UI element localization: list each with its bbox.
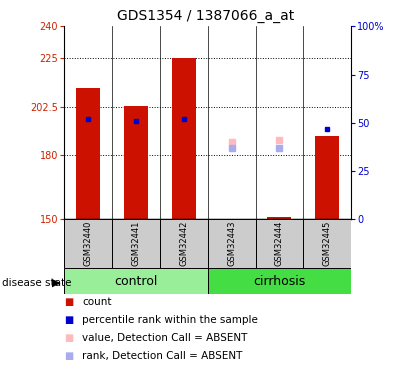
Text: ■: ■ — [64, 351, 73, 361]
Bar — [256, 219, 303, 268]
Bar — [124, 106, 148, 219]
Text: GSM32442: GSM32442 — [179, 221, 188, 266]
Bar — [64, 219, 112, 268]
Bar — [208, 268, 351, 294]
Text: disease state: disease state — [2, 278, 72, 288]
Bar — [159, 219, 208, 268]
Text: ▶: ▶ — [52, 278, 61, 288]
Bar — [64, 268, 208, 294]
Text: control: control — [114, 275, 157, 288]
Text: ■: ■ — [64, 333, 73, 343]
Text: ■: ■ — [64, 297, 73, 307]
Text: GDS1354 / 1387066_a_at: GDS1354 / 1387066_a_at — [117, 9, 294, 23]
Text: GSM32444: GSM32444 — [275, 221, 284, 266]
Text: GSM32445: GSM32445 — [323, 221, 332, 266]
Text: count: count — [82, 297, 112, 307]
Text: GSM32443: GSM32443 — [227, 221, 236, 267]
Text: rank, Detection Call = ABSENT: rank, Detection Call = ABSENT — [82, 351, 242, 361]
Text: value, Detection Call = ABSENT: value, Detection Call = ABSENT — [82, 333, 247, 343]
Text: ■: ■ — [64, 315, 73, 325]
Bar — [172, 58, 196, 219]
Bar — [268, 217, 291, 219]
Bar — [315, 136, 339, 219]
Bar — [76, 88, 100, 219]
Bar — [303, 219, 351, 268]
Text: GSM32440: GSM32440 — [83, 221, 92, 266]
Text: cirrhosis: cirrhosis — [253, 275, 306, 288]
Text: percentile rank within the sample: percentile rank within the sample — [82, 315, 258, 325]
Bar — [208, 219, 256, 268]
Bar — [112, 219, 159, 268]
Text: GSM32441: GSM32441 — [131, 221, 140, 266]
